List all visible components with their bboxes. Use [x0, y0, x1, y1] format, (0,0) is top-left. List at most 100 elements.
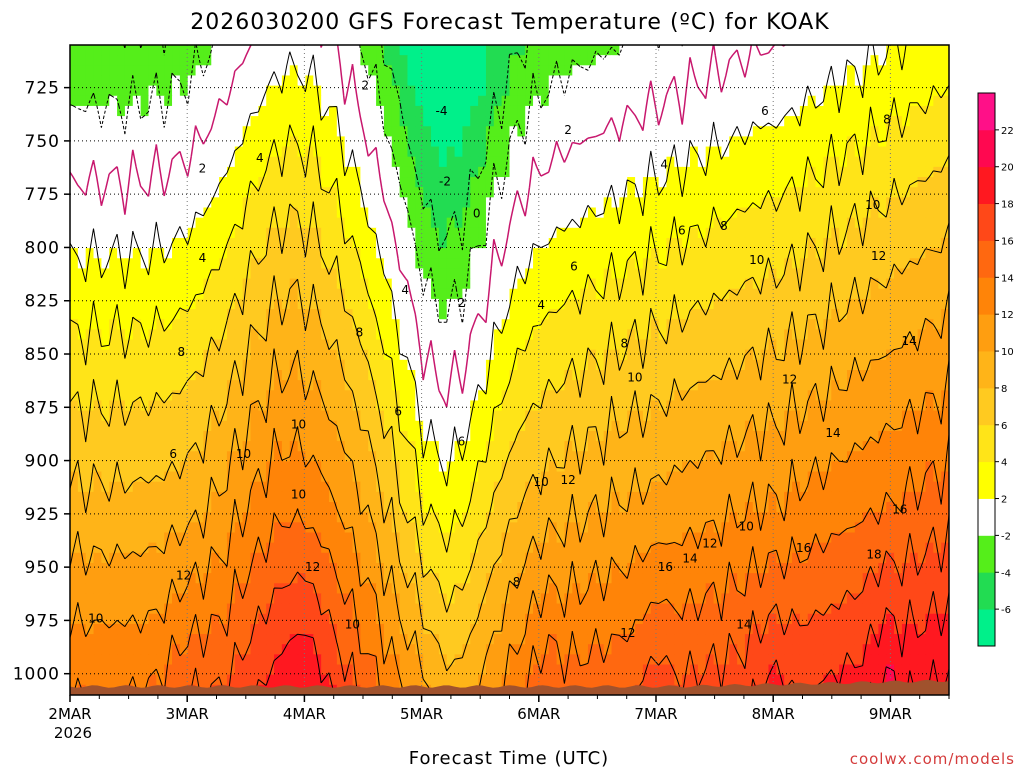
- temperature-cell: [917, 461, 927, 473]
- temperature-cell: [289, 309, 299, 320]
- temperature-cell: [517, 136, 526, 148]
- temperature-cell: [195, 237, 205, 249]
- temperature-cell: [697, 248, 707, 259]
- temperature-cell: [737, 461, 746, 473]
- temperature-cell: [470, 105, 479, 117]
- temperature-cell: [721, 441, 730, 452]
- temperature-cell: [721, 197, 730, 209]
- temperature-cell: [548, 258, 558, 270]
- temperature-cell: [682, 207, 691, 219]
- temperature-cell: [328, 278, 338, 290]
- temperature-cell: [815, 481, 825, 493]
- temperature-cell: [70, 359, 79, 371]
- temperature-cell: [352, 471, 361, 483]
- temperature-cell: [344, 461, 354, 473]
- temperature-cell: [642, 461, 652, 473]
- temperature-cell: [611, 227, 620, 239]
- temperature-cell: [729, 65, 738, 77]
- temperature-cell: [901, 95, 911, 107]
- temperature-cell: [446, 197, 456, 209]
- temperature-cell: [909, 359, 919, 371]
- temperature-cell: [878, 420, 887, 432]
- temperature-cell: [760, 75, 770, 87]
- temperature-cell: [815, 105, 825, 117]
- temperature-cell: [894, 370, 903, 381]
- temperature-cell: [211, 380, 220, 391]
- temperature-cell: [211, 451, 220, 463]
- temperature-cell: [352, 491, 361, 503]
- temperature-cell: [752, 461, 762, 473]
- temperature-cell: [556, 339, 566, 351]
- temperature-cell: [234, 481, 244, 493]
- temperature-cell: [376, 471, 385, 483]
- temperature-cell: [752, 288, 762, 300]
- temperature-cell: [744, 278, 754, 290]
- temperature-cell: [454, 481, 464, 493]
- temperature-cell: [548, 75, 558, 87]
- temperature-cell: [336, 319, 346, 330]
- temperature-cell: [446, 278, 456, 290]
- temperature-cell: [313, 441, 322, 452]
- temperature-cell: [148, 288, 157, 300]
- temperature-cell: [226, 217, 236, 229]
- temperature-cell: [493, 359, 503, 371]
- temperature-cell: [258, 370, 267, 381]
- temperature-cell: [179, 75, 189, 87]
- temperature-cell: [446, 85, 456, 97]
- temperature-cell: [344, 339, 354, 351]
- temperature-cell: [164, 237, 173, 249]
- temperature-cell: [721, 55, 730, 66]
- temperature-cell: [839, 349, 848, 361]
- temperature-cell: [85, 177, 95, 188]
- temperature-cell: [909, 227, 919, 239]
- temperature-cell: [431, 380, 440, 391]
- temperature-cell: [446, 126, 456, 138]
- temperature-cell: [619, 288, 628, 300]
- temperature-cell: [831, 400, 840, 412]
- temperature-cell: [407, 359, 416, 371]
- temperature-cell: [690, 339, 699, 351]
- temperature-cell: [587, 430, 597, 442]
- temperature-cell: [784, 55, 793, 66]
- temperature-cell: [344, 248, 354, 259]
- temperature-cell: [140, 268, 150, 280]
- temperature-cell: [721, 177, 730, 188]
- temperature-cell: [886, 481, 895, 493]
- temperature-cell: [211, 156, 220, 168]
- temperature-cell: [383, 268, 393, 280]
- temperature-cell: [682, 481, 691, 493]
- temperature-cell: [635, 45, 644, 56]
- temperature-cell: [376, 258, 385, 270]
- temperature-cell: [509, 85, 518, 97]
- temperature-cell: [321, 197, 330, 209]
- temperature-cell: [572, 95, 581, 107]
- temperature-cell: [274, 400, 283, 412]
- temperature-cell: [587, 85, 597, 97]
- temperature-cell: [776, 85, 785, 97]
- temperature-cell: [470, 187, 479, 198]
- temperature-cell: [603, 441, 613, 452]
- temperature-cell: [713, 146, 722, 158]
- temperature-cell: [321, 420, 330, 432]
- temperature-cell: [548, 410, 558, 422]
- temperature-cell: [729, 380, 738, 391]
- temperature-cell: [211, 329, 220, 341]
- temperature-cell: [305, 227, 314, 239]
- temperature-cell: [281, 441, 291, 452]
- temperature-cell: [274, 156, 283, 168]
- temperature-cell: [478, 136, 487, 148]
- temperature-cell: [281, 380, 291, 391]
- temperature-cell: [85, 197, 95, 209]
- temperature-cell: [933, 126, 942, 138]
- temperature-cell: [901, 75, 911, 87]
- temperature-cell: [360, 339, 369, 351]
- temperature-cell: [807, 380, 817, 391]
- temperature-cell: [132, 146, 142, 158]
- temperature-cell: [109, 491, 118, 503]
- temperature-cell: [690, 349, 699, 361]
- temperature-cell: [376, 227, 385, 239]
- temperature-cell: [925, 227, 934, 239]
- temperature-cell: [391, 400, 401, 412]
- temperature-cell: [258, 207, 267, 219]
- temperature-cell: [690, 471, 699, 483]
